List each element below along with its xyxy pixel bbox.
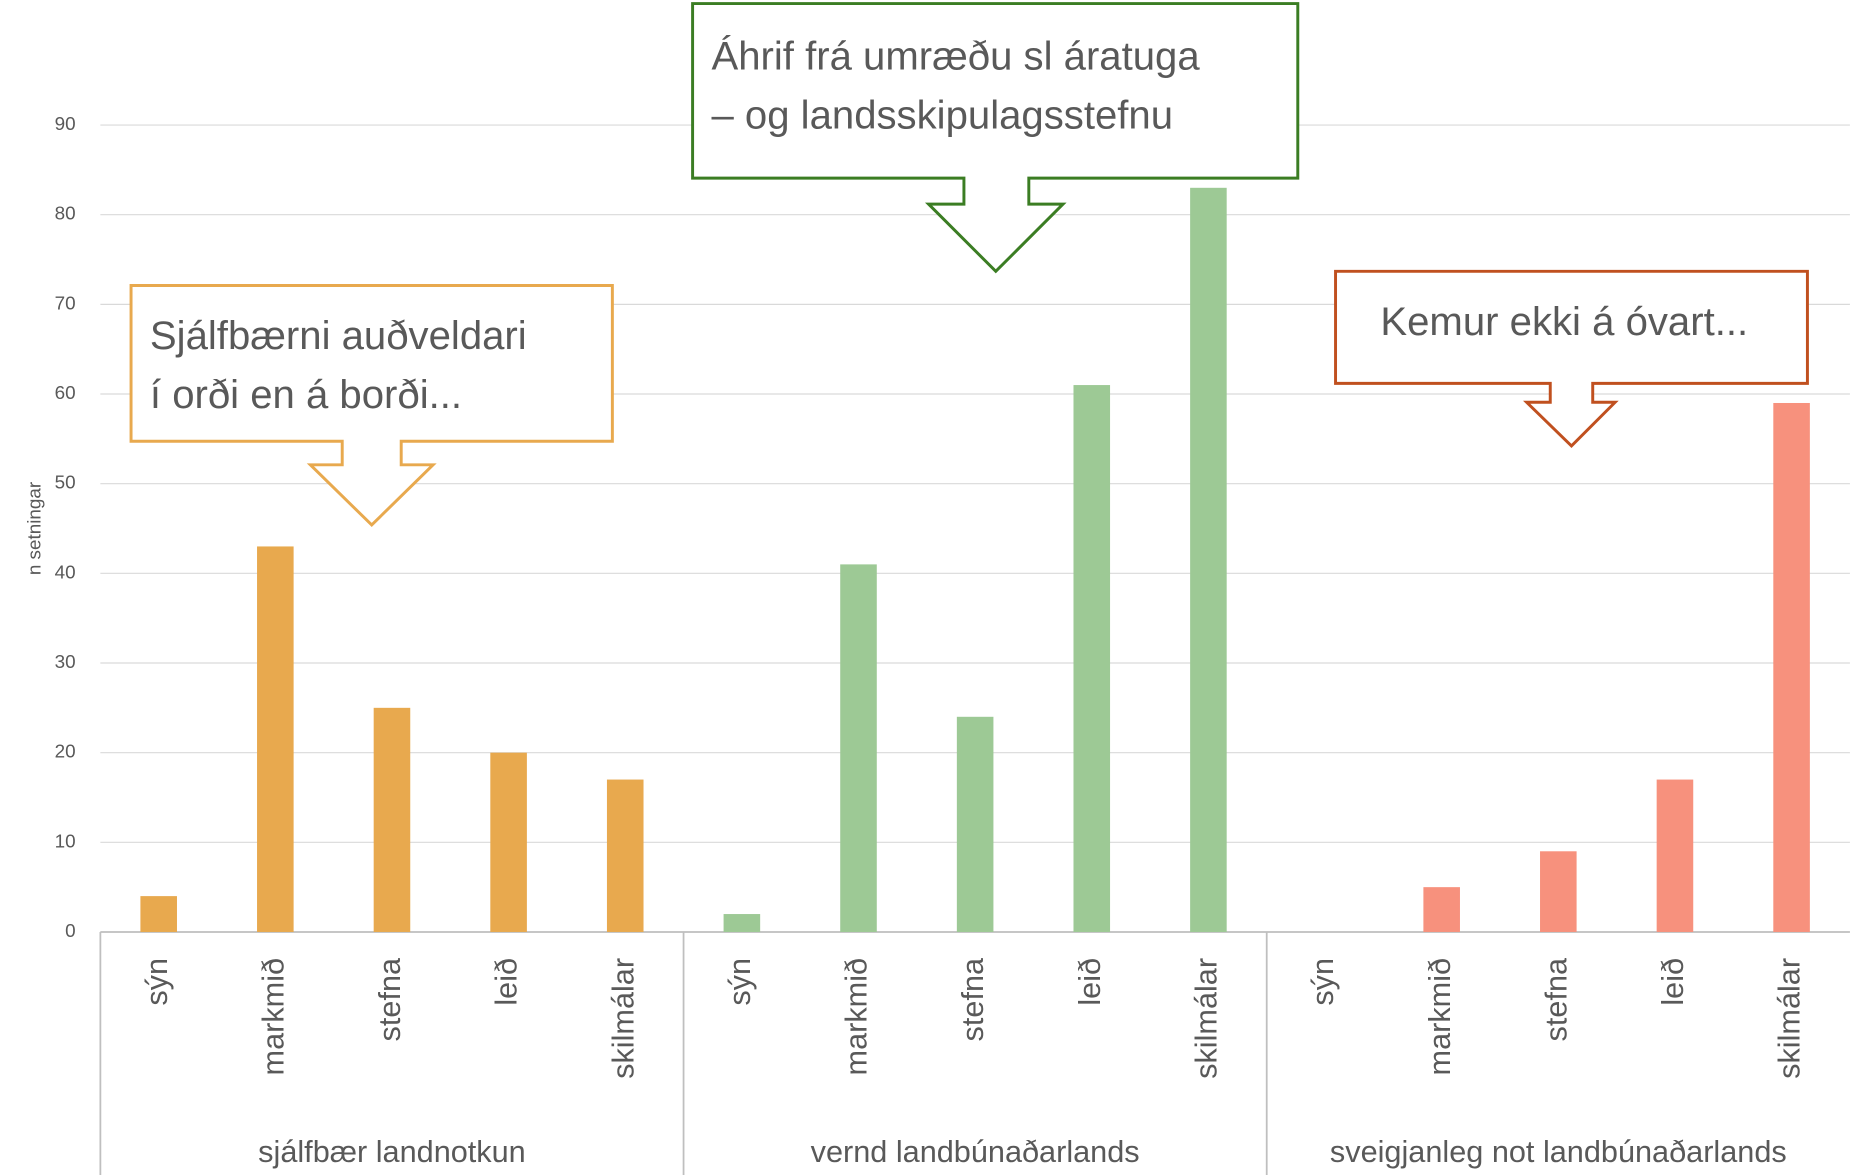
bar — [840, 564, 877, 932]
group-label: sveigjanleg not landbúnaðarlands — [1330, 1135, 1787, 1169]
x-tick-label: skilmálar — [1773, 958, 1807, 1079]
bar — [1423, 887, 1460, 932]
labels: 0 10 20 30 40 50 60 70 80 90 sjálfbær landnotkun sý… — [55, 113, 1807, 1169]
annotation-text: í orði en á borði... — [150, 373, 462, 417]
x-tick-label: sýn — [723, 958, 757, 1006]
group-label: vernd landbúnaðarlands — [811, 1135, 1140, 1169]
x-tick-label: sýn — [1306, 958, 1340, 1006]
callout — [129, 284, 614, 528]
x-tick-label: markmið — [1423, 958, 1457, 1076]
annotation-text: Sjálfbærni auðveldari — [150, 314, 527, 358]
x-tick-label: leið — [1656, 958, 1690, 1006]
y-tick-label: 70 — [55, 292, 76, 313]
x-tick-label: skilmálar — [606, 958, 640, 1079]
bars — [140, 187, 1810, 932]
annotation-text: – og landsskipulagsstefnu — [711, 94, 1173, 138]
x-tick-label: skilmálar — [1190, 958, 1224, 1079]
bar — [1540, 851, 1577, 932]
bar — [723, 914, 761, 932]
x-tick-label: markmið — [840, 958, 874, 1076]
y-axis-label: n setningar — [23, 482, 44, 575]
y-tick-label: 50 — [55, 472, 76, 493]
bar — [490, 752, 527, 932]
bar — [257, 546, 294, 932]
bar — [373, 707, 411, 932]
y-tick-label: 40 — [55, 561, 76, 582]
x-tick-label: stefna — [373, 957, 407, 1041]
bar — [1773, 402, 1810, 932]
y-tick-label: 90 — [55, 113, 76, 134]
x-tick-label: leið — [490, 958, 524, 1006]
y-tick-label: 0 — [65, 920, 76, 941]
notes: Sjálfbærni auðveldari í orði en á borði..… — [150, 34, 1748, 418]
y-tick-label: 30 — [55, 651, 76, 672]
bar — [606, 779, 644, 932]
bar — [1656, 779, 1694, 932]
bar — [140, 896, 177, 932]
y-tick-label: 20 — [55, 741, 76, 762]
y-tick-label: 10 — [55, 830, 76, 851]
y-tick-label: 60 — [55, 382, 76, 403]
x-tick-label: sýn — [140, 958, 174, 1006]
bar — [1190, 187, 1227, 932]
callout — [1334, 269, 1809, 449]
x-tick-label: stefna — [956, 957, 990, 1041]
y-tick-label: 80 — [55, 203, 76, 224]
x-tick-label: markmið — [256, 958, 290, 1076]
callout — [691, 2, 1300, 274]
annotation-text: Kemur ekki á óvart... — [1380, 300, 1748, 344]
bar — [1073, 385, 1111, 932]
annotation-text: Áhrif frá umræðu sl áratuga — [711, 34, 1200, 79]
group-label: sjálfbær landnotkun — [258, 1135, 526, 1169]
bar — [956, 716, 994, 932]
x-tick-label: leið — [1073, 958, 1107, 1006]
x-tick-label: stefna — [1539, 957, 1573, 1041]
